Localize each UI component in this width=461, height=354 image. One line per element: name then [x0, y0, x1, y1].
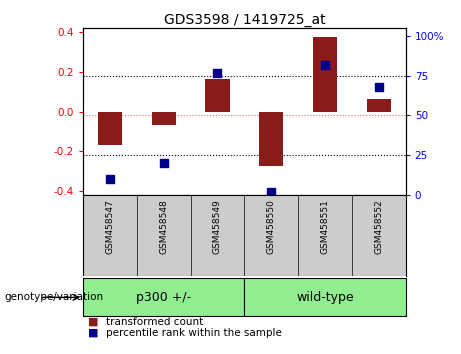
Bar: [98, 112, 122, 145]
Text: genotype/variation: genotype/variation: [5, 292, 104, 302]
Bar: [83, 278, 244, 316]
Point: [267, 189, 275, 194]
Bar: [152, 112, 176, 125]
Text: ■: ■: [88, 328, 98, 338]
Text: transformed count: transformed count: [106, 317, 203, 327]
Point: [321, 62, 329, 68]
Text: GSM458550: GSM458550: [267, 199, 276, 254]
Point: [106, 176, 113, 182]
Text: GSM458552: GSM458552: [374, 199, 383, 253]
Bar: [259, 112, 284, 166]
Text: wild-type: wild-type: [296, 291, 354, 304]
Point: [160, 160, 167, 166]
Text: GSM458551: GSM458551: [320, 199, 330, 254]
Bar: [366, 99, 391, 112]
Text: GSM458548: GSM458548: [159, 199, 168, 253]
Text: GSM458547: GSM458547: [106, 199, 114, 253]
Point: [214, 70, 221, 75]
Bar: [244, 278, 406, 316]
Point: [375, 84, 383, 90]
Title: GDS3598 / 1419725_at: GDS3598 / 1419725_at: [164, 13, 325, 27]
Text: ■: ■: [88, 317, 98, 327]
Bar: [205, 79, 230, 112]
Bar: [313, 37, 337, 112]
Text: GSM458549: GSM458549: [213, 199, 222, 253]
Text: p300 +/-: p300 +/-: [136, 291, 191, 304]
Text: percentile rank within the sample: percentile rank within the sample: [106, 328, 282, 338]
